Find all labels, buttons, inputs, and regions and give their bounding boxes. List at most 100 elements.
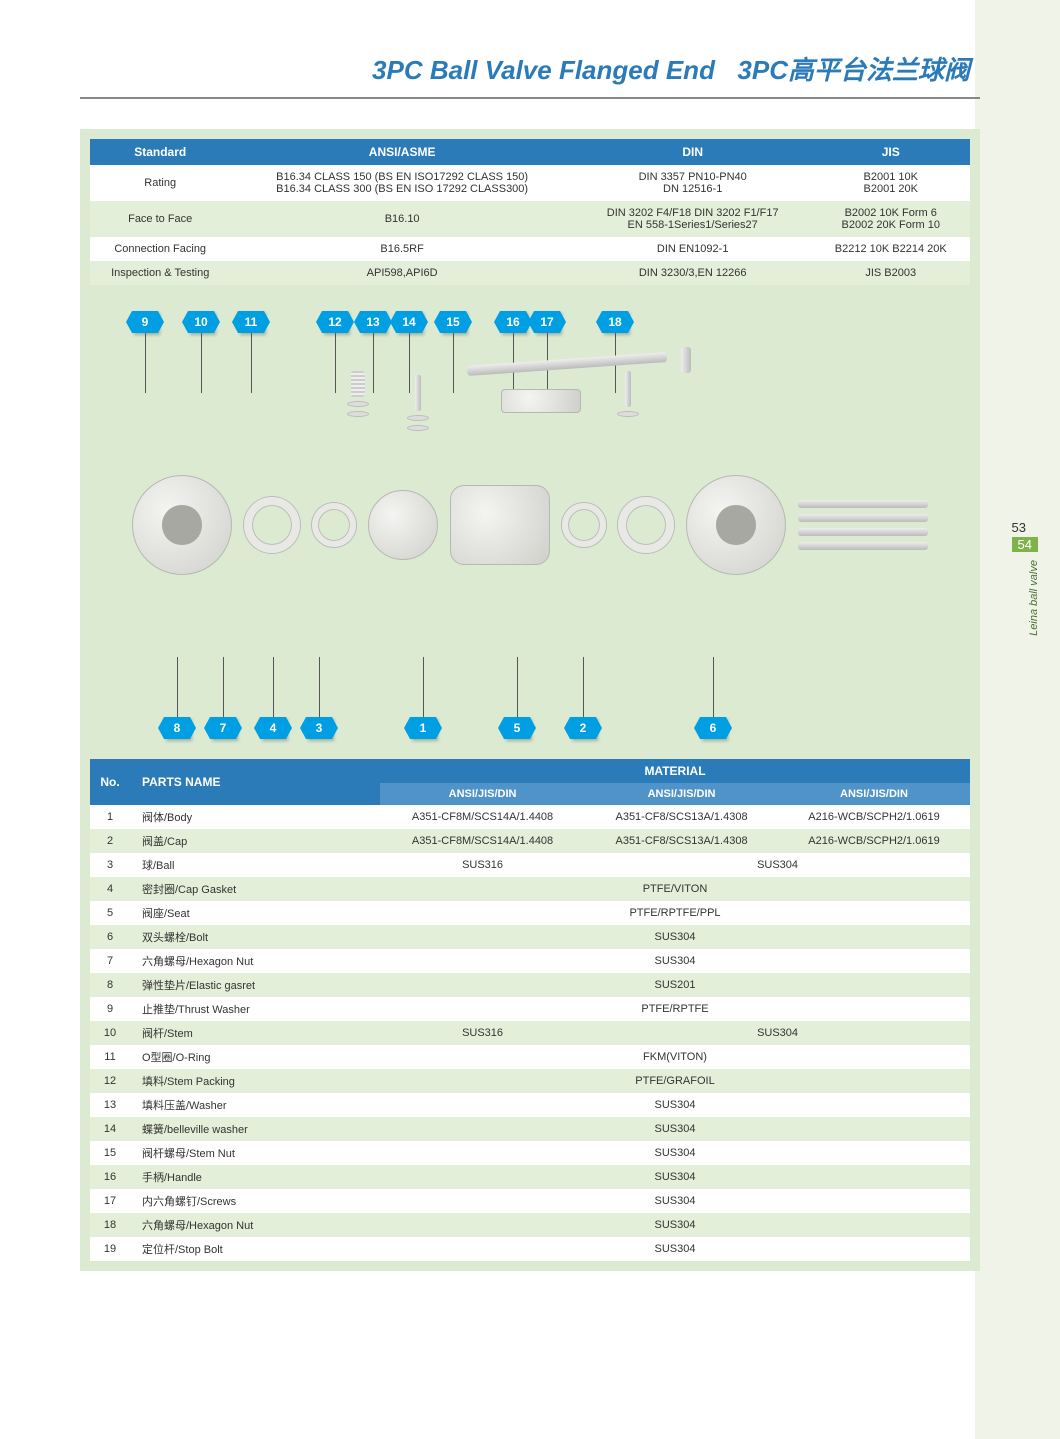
parts-material: SUS201: [380, 973, 970, 997]
parts-material: A351-CF8/SCS13A/1.4308: [585, 829, 778, 853]
standards-row-label: Inspection & Testing: [90, 261, 230, 285]
diagram-callout: 8: [164, 717, 190, 739]
parts-no: 19: [90, 1237, 130, 1261]
parts-material: A351-CF8M/SCS14A/1.4408: [380, 829, 585, 853]
parts-no: 7: [90, 949, 130, 973]
parts-material: PTFE/GRAFOIL: [380, 1069, 970, 1093]
page-number-b: 54: [1012, 537, 1038, 552]
standards-row: Connection FacingB16.5RFDIN EN1092-1B221…: [90, 237, 970, 261]
parts-row: 1阀体/BodyA351-CF8M/SCS14A/1.4408A351-CF8/…: [90, 805, 970, 829]
leader-line: [423, 657, 424, 717]
diagram-callout: 4: [260, 717, 286, 739]
valve-body-icon: [450, 485, 550, 565]
diagram-callout: 15: [440, 311, 466, 333]
col-material-sub: ANSI/JIS/DIN: [585, 783, 778, 805]
parts-row: 18六角螺母/Hexagon NutSUS304: [90, 1213, 970, 1237]
parts-material: A351-CF8/SCS13A/1.4308: [585, 805, 778, 829]
page-number-a: 53: [1012, 520, 1038, 535]
callout-wrap: 5: [504, 717, 530, 739]
col-no: No.: [90, 759, 130, 805]
parts-no: 18: [90, 1213, 130, 1237]
parts-material: A216-WCB/SCPH2/1.0619: [778, 805, 970, 829]
standards-row: Inspection & TestingAPI598,API6DDIN 3230…: [90, 261, 970, 285]
standards-row: Face to FaceB16.10DIN 3202 F4/F18 DIN 32…: [90, 201, 970, 237]
callout-wrap: 1: [410, 717, 436, 739]
callout-wrap: 7: [210, 717, 236, 739]
callout-wrap: 15: [440, 311, 466, 333]
parts-row: 6双头螺栓/BoltSUS304: [90, 925, 970, 949]
diagram-callout: 10: [188, 311, 214, 333]
parts-name: 六角螺母/Hexagon Nut: [130, 1213, 380, 1237]
leader-line: [517, 657, 518, 717]
diagram-callout: 18: [602, 311, 628, 333]
parts-name: 六角螺母/Hexagon Nut: [130, 949, 380, 973]
parts-no: 9: [90, 997, 130, 1021]
leader-line: [319, 657, 320, 717]
flange-right-icon: [686, 475, 786, 575]
parts-material: SUS304: [380, 1165, 970, 1189]
diagram-callout: 16: [500, 311, 526, 333]
exploded-diagram: 9101112131415161718: [80, 295, 980, 755]
parts-name: 定位杆/Stop Bolt: [130, 1237, 380, 1261]
standards-col-header: DIN: [574, 139, 812, 165]
parts-row: 9止推垫/Thrust WasherPTFE/RPTFE: [90, 997, 970, 1021]
title-underline: [80, 97, 980, 99]
standards-col-header: ANSI/ASME: [230, 139, 573, 165]
side-tab-label: Leina ball valve: [1028, 560, 1040, 636]
parts-name: 阀体/Body: [130, 805, 380, 829]
parts-no: 1: [90, 805, 130, 829]
diagram-callout: 11: [238, 311, 264, 333]
bolt-icon: [798, 528, 928, 536]
parts-no: 12: [90, 1069, 130, 1093]
diagram-callout: 17: [534, 311, 560, 333]
parts-material: SUS304: [585, 1021, 970, 1045]
standards-cell: B16.5RF: [230, 237, 573, 261]
bolt-icon: [798, 500, 928, 508]
standards-cell: DIN 3202 F4/F18 DIN 3202 F1/F17EN 558-1S…: [574, 201, 812, 237]
parts-no: 14: [90, 1117, 130, 1141]
parts-no: 17: [90, 1189, 130, 1213]
parts-row: 19定位杆/Stop BoltSUS304: [90, 1237, 970, 1261]
col-name: PARTS NAME: [130, 759, 380, 805]
parts-no: 4: [90, 877, 130, 901]
parts-material: PTFE/RPTFE: [380, 997, 970, 1021]
col-material-sub: ANSI/JIS/DIN: [380, 783, 585, 805]
standards-table: StandardANSI/ASMEDINJIS RatingB16.34 CLA…: [90, 139, 970, 285]
parts-row: 14蝶簧/belleville washerSUS304: [90, 1117, 970, 1141]
bolt-icon: [798, 542, 928, 550]
parts-name: 蝶簧/belleville washer: [130, 1117, 380, 1141]
standards-row-label: Connection Facing: [90, 237, 230, 261]
standards-cell: JIS B2003: [811, 261, 970, 285]
diagram-callout: 6: [700, 717, 726, 739]
parts-material: SUS316: [380, 853, 585, 877]
callout-wrap: 9: [132, 311, 158, 333]
diagram-callout: 9: [132, 311, 158, 333]
parts-row: 3球/BallSUS316SUS304: [90, 853, 970, 877]
parts-row: 15阀杆螺母/Stem NutSUS304: [90, 1141, 970, 1165]
page: 3PC Ball Valve Flanged End 3PC高平台法兰球阀 St…: [0, 0, 1060, 1439]
callout-wrap: 10: [188, 311, 214, 333]
seat-ring-icon: [312, 503, 356, 547]
bolt-icon: [798, 514, 928, 522]
standards-cell: DIN 3230/3,EN 12266: [574, 261, 812, 285]
parts-name: 内六角螺钉/Screws: [130, 1189, 380, 1213]
standards-row-label: Rating: [90, 165, 230, 201]
title-chinese: 3PC高平台法兰球阀: [737, 55, 970, 85]
parts-material: SUS304: [380, 1237, 970, 1261]
parts-material: PTFE/VITON: [380, 877, 970, 901]
parts-name: 阀座/Seat: [130, 901, 380, 925]
parts-material: A216-WCB/SCPH2/1.0619: [778, 829, 970, 853]
parts-material: FKM(VITON): [380, 1045, 970, 1069]
callout-wrap: 13: [360, 311, 386, 333]
parts-no: 11: [90, 1045, 130, 1069]
parts-row: 8弹性垫片/Elastic gasretSUS201: [90, 973, 970, 997]
parts-material: SUS304: [380, 1093, 970, 1117]
diagram-callout: 5: [504, 717, 530, 739]
parts-row: 17内六角螺钉/ScrewsSUS304: [90, 1189, 970, 1213]
leader-line: [713, 657, 714, 717]
parts-row: 16手柄/HandleSUS304: [90, 1165, 970, 1189]
diagram-callout: 7: [210, 717, 236, 739]
callout-wrap: 16: [500, 311, 526, 333]
standards-cell: DIN EN1092-1: [574, 237, 812, 261]
seat-ring-icon: [562, 503, 606, 547]
